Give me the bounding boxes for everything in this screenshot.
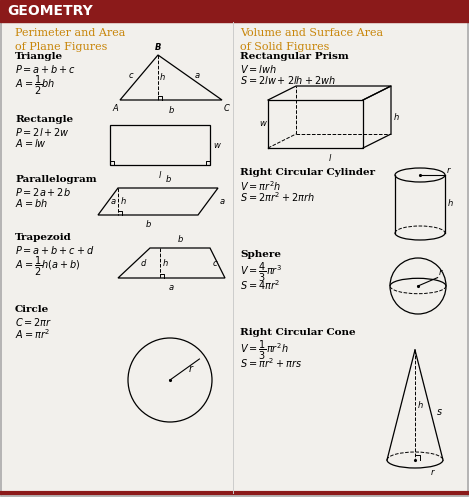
Text: w: w — [213, 141, 220, 150]
Text: $P = 2l + 2w$: $P = 2l + 2w$ — [15, 126, 70, 138]
Text: $P = 2a + 2b$: $P = 2a + 2b$ — [15, 186, 71, 198]
Text: h: h — [394, 112, 399, 121]
Text: Volume and Surface Area
of Solid Figures: Volume and Surface Area of Solid Figures — [240, 28, 383, 52]
Text: a: a — [169, 283, 174, 292]
Text: h: h — [121, 197, 126, 206]
Text: Circle: Circle — [15, 305, 49, 314]
Text: Triangle: Triangle — [15, 52, 63, 61]
Text: Sphere: Sphere — [240, 250, 281, 259]
Text: l: l — [328, 154, 331, 163]
Text: h: h — [448, 199, 453, 209]
Text: $S = 2\pi r^2 + 2\pi rh$: $S = 2\pi r^2 + 2\pi rh$ — [240, 190, 315, 204]
Text: $S = 4\pi r^2$: $S = 4\pi r^2$ — [240, 278, 280, 292]
Text: $V = \dfrac{4}{3}\pi r^3$: $V = \dfrac{4}{3}\pi r^3$ — [240, 261, 282, 284]
Text: $A = \pi r^2$: $A = \pi r^2$ — [15, 327, 50, 341]
Text: d: d — [141, 258, 146, 267]
Text: Rectangle: Rectangle — [15, 115, 73, 124]
Text: A: A — [112, 104, 118, 113]
Text: h: h — [160, 74, 165, 83]
Text: Right Circular Cylinder: Right Circular Cylinder — [240, 168, 375, 177]
Text: w: w — [259, 119, 266, 129]
Bar — [0, 0, 469, 22]
Text: b: b — [168, 106, 174, 115]
Text: c: c — [213, 258, 218, 267]
Text: a: a — [195, 71, 200, 80]
Text: l: l — [159, 171, 161, 180]
Text: a: a — [220, 197, 225, 206]
Text: $A = lw$: $A = lw$ — [15, 137, 47, 149]
Text: h: h — [418, 401, 423, 410]
Text: $V = \dfrac{1}{3}\pi r^2 h$: $V = \dfrac{1}{3}\pi r^2 h$ — [240, 339, 289, 362]
Text: $A = \dfrac{1}{2}h(a + b)$: $A = \dfrac{1}{2}h(a + b)$ — [15, 255, 81, 278]
Text: $V = \pi r^2 h$: $V = \pi r^2 h$ — [240, 179, 281, 193]
Text: $P = a + b + c$: $P = a + b + c$ — [15, 63, 76, 75]
Text: $S = 2lw + 2lh + 2wh$: $S = 2lw + 2lh + 2wh$ — [240, 74, 336, 86]
Text: Trapezoid: Trapezoid — [15, 233, 72, 242]
Text: s: s — [437, 407, 442, 417]
Text: $P = a + b + c + d$: $P = a + b + c + d$ — [15, 244, 95, 256]
Text: $S = \pi r^2 + \pi rs$: $S = \pi r^2 + \pi rs$ — [240, 356, 302, 370]
Text: Rectangular Prism: Rectangular Prism — [240, 52, 349, 61]
Text: b: b — [145, 220, 151, 229]
Text: $C = 2\pi r$: $C = 2\pi r$ — [15, 316, 53, 328]
Text: c: c — [129, 71, 133, 80]
Text: $A = bh$: $A = bh$ — [15, 197, 48, 209]
Text: Right Circular Cone: Right Circular Cone — [240, 328, 356, 337]
Text: GEOMETRY: GEOMETRY — [7, 4, 93, 18]
Text: b: b — [177, 235, 183, 244]
Text: Parallelogram: Parallelogram — [15, 175, 97, 184]
Text: r: r — [447, 166, 451, 175]
Text: Perimeter and Area
of Plane Figures: Perimeter and Area of Plane Figures — [15, 28, 125, 52]
Bar — [110, 125, 210, 165]
Text: r: r — [189, 364, 193, 375]
Text: a: a — [111, 197, 116, 206]
Text: $V = lwh$: $V = lwh$ — [240, 63, 277, 75]
Text: C: C — [224, 104, 230, 113]
Text: $A = \dfrac{1}{2}bh$: $A = \dfrac{1}{2}bh$ — [15, 74, 55, 97]
Text: h: h — [163, 258, 168, 267]
Text: b: b — [165, 175, 171, 184]
Text: r: r — [430, 468, 434, 477]
Text: r: r — [439, 267, 442, 277]
Text: B: B — [155, 43, 161, 52]
